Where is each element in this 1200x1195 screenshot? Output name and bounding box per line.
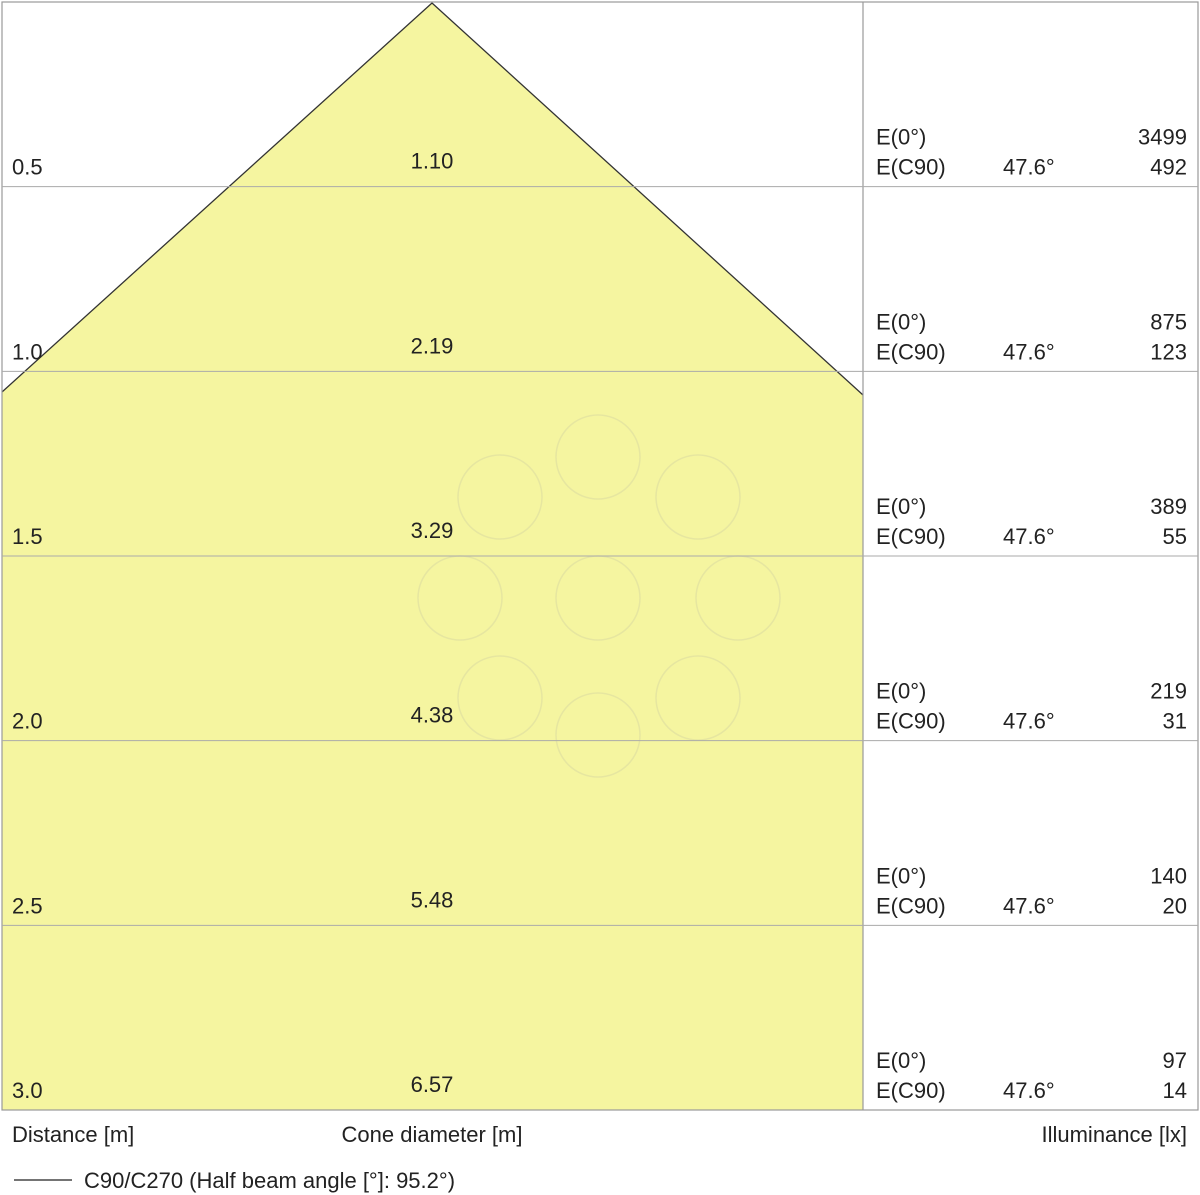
cone-diameter: 4.38 <box>411 703 454 728</box>
angle: 47.6° <box>1003 339 1055 364</box>
ec90-value: 14 <box>1163 1078 1187 1103</box>
distance: 3.0 <box>12 1078 43 1103</box>
ec90-value: 123 <box>1150 339 1187 364</box>
distance-label: Distance [m] <box>12 1122 134 1147</box>
ec90-value: 55 <box>1163 524 1187 549</box>
angle: 47.6° <box>1003 893 1055 918</box>
e0-value: 97 <box>1163 1048 1187 1073</box>
e0-value: 389 <box>1150 494 1187 519</box>
angle: 47.6° <box>1003 709 1055 734</box>
e0-value: 219 <box>1150 679 1187 704</box>
legend-text: C90/C270 (Half beam angle [°]: 95.2°) <box>84 1168 455 1193</box>
cone-diameter: 3.29 <box>411 518 454 543</box>
angle: 47.6° <box>1003 1078 1055 1103</box>
e0-value: 875 <box>1150 309 1187 334</box>
e0-label: E(0°) <box>876 494 926 519</box>
illuminance-label: Illuminance [lx] <box>1041 1122 1187 1147</box>
e0-label: E(0°) <box>876 1048 926 1073</box>
e0-value: 140 <box>1150 863 1187 888</box>
cone-label: Cone diameter [m] <box>342 1122 523 1147</box>
ec90-label: E(C90) <box>876 524 946 549</box>
e0-label: E(0°) <box>876 679 926 704</box>
e0-value: 3499 <box>1138 125 1187 150</box>
e0-label: E(0°) <box>876 863 926 888</box>
cone-outline <box>1 2 864 396</box>
ec90-value: 492 <box>1150 155 1187 180</box>
cone-diameter: 1.10 <box>411 149 454 174</box>
ec90-label: E(C90) <box>876 339 946 364</box>
ec90-label: E(C90) <box>876 893 946 918</box>
ec90-label: E(C90) <box>876 709 946 734</box>
distance: 2.0 <box>12 709 43 734</box>
cone-diameter: 5.48 <box>411 887 454 912</box>
distance: 1.5 <box>12 524 43 549</box>
cone-diameter: 2.19 <box>411 333 454 358</box>
cone-diameter: 6.57 <box>411 1072 454 1097</box>
distance: 0.5 <box>12 155 43 180</box>
distance: 1.0 <box>12 339 43 364</box>
ec90-value: 31 <box>1163 709 1187 734</box>
e0-label: E(0°) <box>876 309 926 334</box>
ec90-label: E(C90) <box>876 155 946 180</box>
ec90-label: E(C90) <box>876 1078 946 1103</box>
ec90-value: 20 <box>1163 893 1187 918</box>
distance: 2.5 <box>12 893 43 918</box>
angle: 47.6° <box>1003 524 1055 549</box>
angle: 47.6° <box>1003 155 1055 180</box>
e0-label: E(0°) <box>876 125 926 150</box>
